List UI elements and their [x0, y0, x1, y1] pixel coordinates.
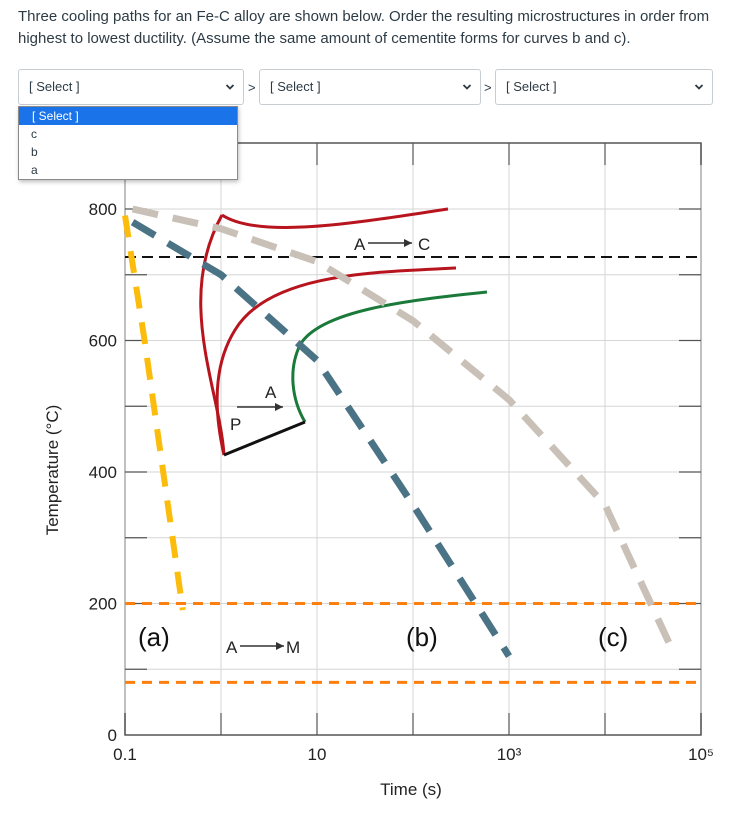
y-axis-label: Temperature (°C) [43, 405, 62, 536]
answer-select-3[interactable]: [ Select ] [495, 69, 713, 105]
transformation-boundary [223, 420, 306, 457]
pearlite-start-upper [221, 207, 449, 230]
annotation-ap-p: P [230, 415, 241, 434]
dropdown-option-b[interactable]: b [31, 145, 38, 159]
question-text: Three cooling paths for an Fe-C alloy ar… [18, 8, 710, 47]
select-value: [ Select ] [270, 79, 321, 94]
annotation-ac-c: C [418, 235, 430, 254]
select-value: [ Select ] [506, 79, 557, 94]
ap-arrow-head [275, 403, 283, 411]
x-tick-label: 10³ [497, 745, 522, 764]
am-arrow-head [276, 642, 284, 650]
x-tick-label: 10 [308, 745, 327, 764]
x-axis-label: Time (s) [380, 780, 442, 799]
phase-curves [199, 207, 488, 650]
chevron-down-icon [225, 84, 235, 90]
answer-select-1[interactable]: [ Select ] [18, 69, 244, 105]
chart-grid [124, 142, 702, 736]
series-label-c: (c) [598, 622, 628, 652]
y-tick-label: 200 [89, 595, 117, 614]
annotation-ap-a: A [265, 383, 277, 402]
cooling-paths [122, 205, 676, 658]
dropdown-option-c[interactable]: c [31, 127, 37, 141]
select-value: [ Select ] [29, 79, 80, 94]
annotation-ac-a: A [354, 235, 366, 254]
chart-labels: Temperature (°C) Time (s) (a) (b) (c) A … [43, 235, 628, 799]
cooling-path-b [130, 219, 512, 658]
cooling-path-a [122, 215, 186, 611]
chevron-down-icon [694, 84, 704, 90]
x-tick-label: 0.1 [113, 745, 137, 764]
annotation-am-m: M [286, 638, 300, 657]
y-tick-label: 800 [89, 200, 117, 219]
annotation-am-a: A [226, 638, 238, 657]
x-tick-label: 10⁵ [688, 745, 714, 764]
bainite-curve [291, 290, 488, 423]
answer-select-2[interactable]: [ Select ] [259, 69, 481, 105]
select-dropdown-list[interactable]: [ Select ] c b a [18, 106, 238, 180]
y-tick-label: 400 [89, 463, 117, 482]
pearlite-finish-curve [215, 266, 457, 456]
tick-labels: 0.1 10 10³ 10⁵ 0 200 400 600 800 [89, 200, 714, 764]
y-tick-label: 0 [108, 726, 117, 745]
dropdown-option-select[interactable]: [ Select ] [19, 107, 237, 125]
series-label-a: (a) [138, 622, 170, 652]
series-label-b: (b) [406, 622, 438, 652]
separator-1: > [248, 80, 256, 95]
chevron-down-icon [462, 84, 472, 90]
cooling-path-c [131, 205, 676, 651]
ac-arrow-head [404, 239, 412, 247]
separator-2: > [484, 80, 492, 95]
reference-lines [125, 255, 701, 684]
y-tick-label: 600 [89, 332, 117, 351]
dropdown-option-a[interactable]: a [31, 163, 38, 177]
